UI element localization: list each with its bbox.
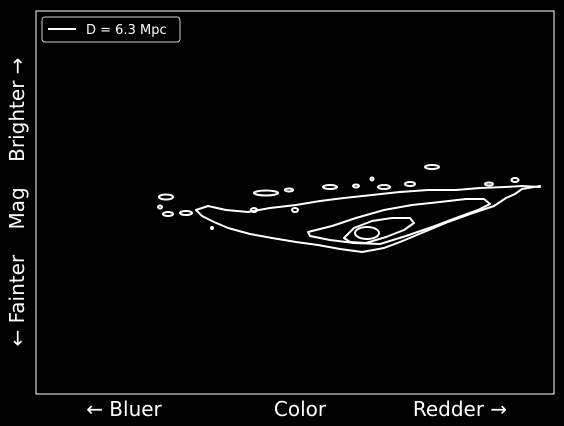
contour-inner [343, 217, 415, 244]
contour-middle [307, 198, 491, 245]
contour-outer [195, 185, 541, 253]
contour-island [484, 181, 494, 187]
x-axis-label-left: ← Bluer [86, 397, 162, 421]
contour-island [377, 184, 391, 190]
x-axis-label-right: Redder → [413, 397, 507, 421]
contour-island [291, 207, 299, 213]
contour-group [157, 164, 541, 253]
y-axis-label: ← Fainter Mag Brighter → [5, 57, 29, 346]
contour-island [510, 177, 520, 183]
contour-island [284, 187, 294, 193]
contour-island [158, 193, 174, 201]
contour-island [424, 164, 440, 170]
contour-island [352, 183, 360, 189]
contour-island [369, 176, 375, 182]
legend-box [41, 16, 181, 43]
contour-island [404, 181, 416, 187]
contour-innermost [354, 226, 380, 240]
contour-island [250, 207, 258, 213]
contour-island [322, 184, 338, 190]
contour-island [210, 226, 214, 230]
contour-island [253, 189, 279, 197]
legend: D = 6.3 Mpc [41, 16, 181, 43]
contour-island [179, 210, 193, 216]
legend-label: D = 6.3 Mpc [86, 23, 167, 38]
contour-island [162, 211, 174, 217]
contour-island [157, 204, 163, 210]
plot-frame [35, 10, 555, 395]
x-axis-label-center: Color [274, 397, 327, 421]
